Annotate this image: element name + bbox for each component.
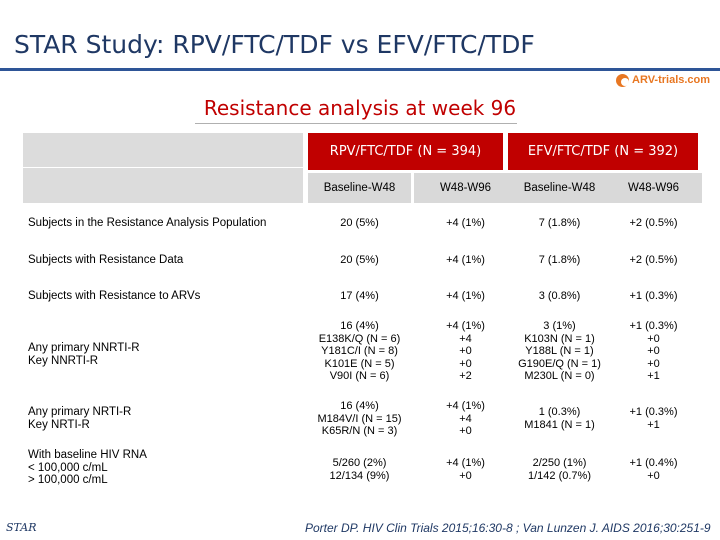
table-cell: +1 (0.3%) bbox=[629, 290, 678, 302]
row-label: Any primary NRTI-R Key NRTI-R bbox=[28, 406, 132, 431]
group-header-rpv: RPV/FTC/TDF (N = 394) bbox=[308, 133, 503, 170]
table-cell: 20 (5%) bbox=[340, 254, 379, 266]
table-cell: +4 (1%) +4 +0 +0 +2 bbox=[446, 320, 485, 382]
table-cell: +2 (0.5%) bbox=[629, 254, 678, 266]
table-cell: +4 (1%) bbox=[446, 217, 485, 229]
table-cell: 2/250 (1%) 1/142 (0.7%) bbox=[528, 457, 591, 482]
row-label: Subjects with Resistance Data bbox=[28, 254, 184, 266]
table-cell: +1 (0.3%) +0 +0 +0 +1 bbox=[629, 320, 678, 382]
table-cell: 16 (4%) M184V/I (N = 15) K65R/N (N = 3) bbox=[317, 400, 402, 437]
table-cell: +4 (1%) bbox=[446, 290, 485, 302]
table-cell: 20 (5%) bbox=[340, 217, 379, 229]
row-label: Subjects with Resistance to ARVs bbox=[28, 290, 201, 302]
slide-title: STAR Study: RPV/FTC/TDF vs EFV/FTC/TDF bbox=[14, 30, 535, 59]
column-header: Baseline-W48 bbox=[508, 173, 611, 203]
table-cell: 7 (1.8%) bbox=[538, 217, 581, 229]
column-header: Baseline-W48 bbox=[308, 173, 411, 203]
table-cell: 7 (1.8%) bbox=[538, 254, 581, 266]
table-cell: +4 (1%) +4 +0 bbox=[446, 400, 485, 437]
table-cell: +4 (1%) +0 bbox=[446, 457, 485, 482]
table-cell: +4 (1%) bbox=[446, 254, 485, 266]
table-cell: +1 (0.3%) +1 bbox=[629, 406, 678, 431]
table-header-corner bbox=[23, 133, 303, 168]
row-label: With baseline HIV RNA < 100,000 c/mL > 1… bbox=[28, 449, 147, 486]
table-header-corner-lower bbox=[23, 168, 303, 203]
table-cell: 3 (1%) K103N (N = 1) Y188L (N = 1) G190E… bbox=[518, 320, 601, 382]
table-cell: 5/260 (2%) 12/134 (9%) bbox=[329, 457, 390, 482]
title-divider bbox=[0, 68, 720, 71]
arv-trials-logo: ARV-trials.com bbox=[612, 72, 716, 90]
slide-subtitle: Resistance analysis at week 96 bbox=[203, 96, 517, 120]
logo-text: ARV-trials.com bbox=[632, 74, 711, 86]
column-header: W48-W96 bbox=[605, 173, 702, 203]
table-cell: 16 (4%) E138K/Q (N = 6) Y181C/I (N = 8) … bbox=[318, 320, 401, 382]
row-label: Any primary NNRTI-R Key NNRTI-R bbox=[28, 342, 140, 367]
table-cell: 3 (0.8%) bbox=[538, 290, 581, 302]
column-header: W48-W96 bbox=[414, 173, 517, 203]
star-study-logo: STAR bbox=[6, 521, 37, 534]
group-header-efv: EFV/FTC/TDF (N = 392) bbox=[508, 133, 698, 170]
table-cell: +2 (0.5%) bbox=[629, 217, 678, 229]
reference-citation: Porter DP. HIV Clin Trials 2015;16:30-8 … bbox=[305, 521, 711, 535]
row-label: Subjects in the Resistance Analysis Popu… bbox=[28, 217, 267, 229]
subtitle-divider bbox=[195, 123, 517, 124]
table-cell: 1 (0.3%) M1841 (N = 1) bbox=[524, 406, 595, 431]
table-cell: +1 (0.4%) +0 bbox=[629, 457, 678, 482]
table-cell: 17 (4%) bbox=[340, 290, 379, 302]
